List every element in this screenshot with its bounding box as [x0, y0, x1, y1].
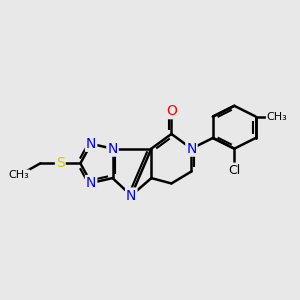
Text: O: O	[166, 104, 177, 118]
Text: N: N	[86, 176, 96, 190]
Text: N: N	[186, 142, 197, 156]
Text: N: N	[126, 188, 136, 203]
Text: Cl: Cl	[228, 164, 240, 177]
Text: CH₃: CH₃	[267, 112, 287, 122]
Text: CH₃: CH₃	[8, 170, 29, 180]
Text: N: N	[107, 142, 118, 156]
Text: N: N	[86, 137, 96, 151]
Text: S: S	[56, 156, 65, 170]
